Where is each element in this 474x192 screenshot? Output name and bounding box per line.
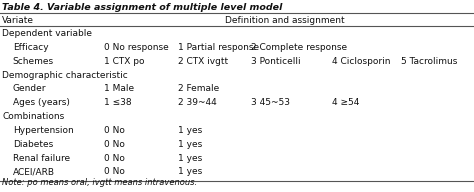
- Text: 0 No: 0 No: [104, 167, 125, 176]
- Text: Ages (years): Ages (years): [13, 98, 70, 107]
- Text: ACEI/ARB: ACEI/ARB: [13, 167, 55, 176]
- Text: 4 ≥54: 4 ≥54: [332, 98, 359, 107]
- Text: Definition and assignment: Definition and assignment: [225, 16, 344, 25]
- Text: Demographic characteristic: Demographic characteristic: [2, 71, 128, 79]
- Text: Diabetes: Diabetes: [13, 140, 53, 149]
- Text: Schemes: Schemes: [13, 57, 54, 66]
- Text: 2 Complete response: 2 Complete response: [251, 43, 347, 52]
- Text: 1 yes: 1 yes: [178, 126, 202, 135]
- Text: 0 No: 0 No: [104, 140, 125, 149]
- Text: 1 CTX po: 1 CTX po: [104, 57, 145, 66]
- Text: 1 Male: 1 Male: [104, 84, 135, 93]
- Text: 0 No: 0 No: [104, 154, 125, 162]
- Text: Combinations: Combinations: [2, 112, 64, 121]
- Text: 3 Ponticelli: 3 Ponticelli: [251, 57, 301, 66]
- Text: Variate: Variate: [2, 16, 35, 25]
- Text: 3 45~53: 3 45~53: [251, 98, 290, 107]
- Text: 1 ≤38: 1 ≤38: [104, 98, 132, 107]
- Text: Renal failure: Renal failure: [13, 154, 70, 162]
- Text: 2 CTX ivgtt: 2 CTX ivgtt: [178, 57, 228, 66]
- Text: 2 39~44: 2 39~44: [178, 98, 217, 107]
- Text: Table 4. Variable assignment of multiple level model: Table 4. Variable assignment of multiple…: [2, 3, 283, 12]
- Text: Gender: Gender: [13, 84, 46, 93]
- Text: Dependent variable: Dependent variable: [2, 29, 92, 38]
- Text: 0 No: 0 No: [104, 126, 125, 135]
- Text: 4 Ciclosporin: 4 Ciclosporin: [332, 57, 390, 66]
- Text: 1 yes: 1 yes: [178, 167, 202, 176]
- Text: Efficacy: Efficacy: [13, 43, 48, 52]
- Text: 2 Female: 2 Female: [178, 84, 219, 93]
- Text: 1 yes: 1 yes: [178, 140, 202, 149]
- Text: 0 No response: 0 No response: [104, 43, 169, 52]
- Text: Hypertension: Hypertension: [13, 126, 73, 135]
- Text: 1 yes: 1 yes: [178, 154, 202, 162]
- Text: 5 Tacrolimus: 5 Tacrolimus: [401, 57, 457, 66]
- Text: 1 Partial response: 1 Partial response: [178, 43, 259, 52]
- Text: Note: po means oral, ivgtt means intravenous.: Note: po means oral, ivgtt means intrave…: [2, 178, 198, 187]
